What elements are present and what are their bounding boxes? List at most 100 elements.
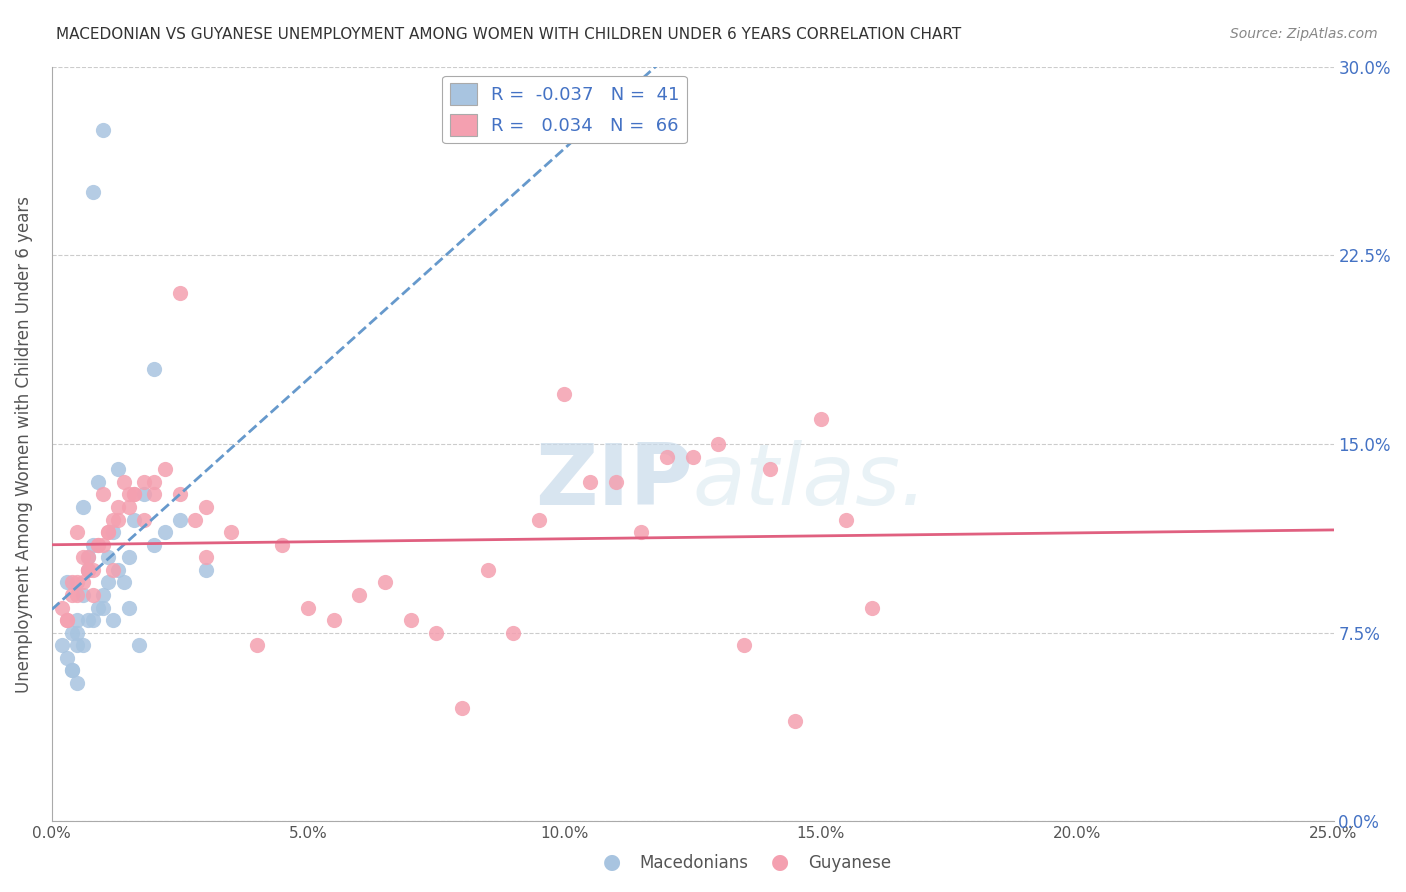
Point — [399, 613, 422, 627]
Point — [143, 361, 166, 376]
Text: Guyanese: Guyanese — [808, 855, 891, 872]
Text: Source: ZipAtlas.com: Source: ZipAtlas.com — [1230, 27, 1378, 41]
Point — [655, 450, 678, 464]
Point — [733, 638, 755, 652]
Point — [194, 550, 217, 565]
Text: MACEDONIAN VS GUYANESE UNEMPLOYMENT AMONG WOMEN WITH CHILDREN UNDER 6 YEARS CORR: MACEDONIAN VS GUYANESE UNEMPLOYMENT AMON… — [56, 27, 962, 42]
Point — [87, 475, 110, 489]
Point — [118, 500, 141, 514]
Point — [56, 613, 79, 627]
Point — [758, 462, 780, 476]
Point — [143, 538, 166, 552]
Point — [66, 613, 89, 627]
Point — [107, 512, 129, 526]
Point — [66, 575, 89, 590]
Point — [107, 563, 129, 577]
Point — [72, 575, 94, 590]
Point — [349, 588, 371, 602]
Point — [246, 638, 269, 652]
Point — [91, 588, 114, 602]
Point — [76, 563, 98, 577]
Text: atlas.: atlas. — [693, 441, 928, 524]
Point — [271, 538, 294, 552]
Point — [97, 575, 120, 590]
Point — [169, 487, 191, 501]
Point — [60, 664, 83, 678]
Point — [72, 500, 94, 514]
Point — [184, 512, 207, 526]
Point — [66, 525, 89, 540]
Point — [122, 512, 145, 526]
Point — [107, 462, 129, 476]
Point — [128, 638, 150, 652]
Text: ZIP: ZIP — [534, 441, 693, 524]
Point — [82, 588, 104, 602]
Point — [87, 538, 110, 552]
Point — [169, 286, 191, 301]
Point — [91, 538, 114, 552]
Point — [97, 525, 120, 540]
Point — [118, 600, 141, 615]
Point — [103, 613, 125, 627]
Point — [87, 600, 110, 615]
Point — [82, 186, 104, 200]
Point — [107, 500, 129, 514]
Point — [91, 122, 114, 136]
Point — [82, 538, 104, 552]
Point — [153, 462, 176, 476]
Y-axis label: Unemployment Among Women with Children Under 6 years: Unemployment Among Women with Children U… — [15, 195, 32, 692]
Point — [322, 613, 344, 627]
Point — [97, 550, 120, 565]
Point — [56, 575, 79, 590]
Point — [143, 487, 166, 501]
Point — [82, 563, 104, 577]
Point — [630, 525, 652, 540]
Point — [682, 450, 704, 464]
Point — [122, 487, 145, 501]
Point — [810, 412, 832, 426]
Point — [87, 538, 110, 552]
Point — [143, 475, 166, 489]
Point — [76, 563, 98, 577]
Point — [112, 575, 135, 590]
Point — [122, 487, 145, 501]
Point — [153, 525, 176, 540]
Point — [477, 563, 499, 577]
Point — [118, 550, 141, 565]
Point — [72, 550, 94, 565]
Text: ●: ● — [772, 853, 789, 872]
Text: Macedonians: Macedonians — [640, 855, 749, 872]
Point — [425, 625, 447, 640]
Point — [103, 512, 125, 526]
Point — [56, 613, 79, 627]
Point — [60, 664, 83, 678]
Point — [112, 475, 135, 489]
Point — [169, 512, 191, 526]
Point — [72, 638, 94, 652]
Point — [835, 512, 858, 526]
Point — [553, 386, 575, 401]
Point — [97, 525, 120, 540]
Point — [91, 487, 114, 501]
Point — [579, 475, 602, 489]
Point — [605, 475, 627, 489]
Point — [76, 550, 98, 565]
Point — [51, 638, 73, 652]
Text: ●: ● — [603, 853, 620, 872]
Point — [51, 600, 73, 615]
Legend: R =  -0.037   N =  41, R =   0.034   N =  66: R = -0.037 N = 41, R = 0.034 N = 66 — [443, 76, 686, 143]
Point — [103, 525, 125, 540]
Point — [132, 475, 155, 489]
Point — [76, 550, 98, 565]
Point — [502, 625, 524, 640]
Point — [103, 563, 125, 577]
Point — [707, 437, 730, 451]
Point — [76, 613, 98, 627]
Point — [860, 600, 883, 615]
Point — [66, 588, 89, 602]
Point — [527, 512, 550, 526]
Point — [118, 487, 141, 501]
Point — [76, 563, 98, 577]
Point — [297, 600, 319, 615]
Point — [56, 651, 79, 665]
